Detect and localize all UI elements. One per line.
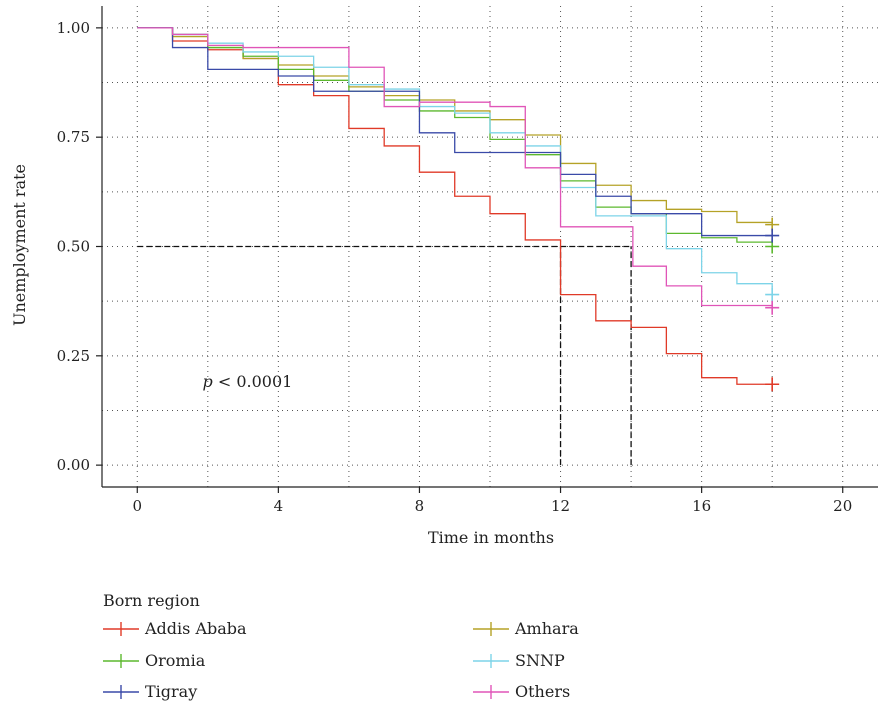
legend-item: Amhara	[473, 619, 579, 638]
p-value-annotation: p < 0.0001	[203, 372, 293, 391]
x-tick-label: 20	[833, 497, 852, 515]
x-tick-label: 0	[132, 497, 142, 515]
legend: Addis Ababa Amhara Oromia SNNP Tigray Others	[103, 619, 579, 701]
series-line	[137, 27, 773, 385]
legend-label: Tigray	[145, 682, 197, 701]
y-tick-label: 0.00	[57, 456, 90, 474]
x-axis-title: Time in months	[428, 528, 554, 547]
legend-item: Others	[473, 682, 570, 701]
legend-item: SNNP	[473, 651, 565, 670]
legend-title: Born region	[103, 591, 200, 610]
y-tick-label: 0.50	[57, 238, 90, 256]
censor-mark	[765, 228, 780, 243]
y-tick-label: 0.25	[57, 347, 90, 365]
legend-item: Addis Ababa	[103, 619, 247, 638]
y-tick-label: 0.75	[57, 128, 90, 146]
censor-mark	[765, 287, 780, 302]
y-axis-title: Unemployment rate	[10, 164, 29, 326]
legend-label: SNNP	[515, 651, 565, 670]
legend-label: Others	[515, 682, 570, 701]
series-group	[137, 27, 780, 392]
legend-label: Amhara	[514, 619, 579, 638]
censor-mark	[765, 300, 780, 315]
series-line	[137, 27, 773, 295]
x-tick-label: 4	[274, 497, 284, 515]
y-tick-label: 1.00	[57, 19, 90, 37]
censor-mark	[765, 377, 780, 392]
x-tick-label: 12	[551, 497, 570, 515]
p-value-text: < 0.0001	[213, 372, 293, 391]
series-line	[137, 27, 773, 308]
p-value-symbol: p	[203, 372, 213, 391]
axes: 0 4 8 12 16 20 0.00 0.25 0.50 0.75 1.00	[57, 6, 878, 515]
legend-item: Oromia	[103, 651, 206, 670]
legend-item: Tigray	[103, 682, 197, 701]
legend-label: Addis Ababa	[144, 619, 247, 638]
series-line	[137, 27, 773, 237]
x-tick-label: 8	[415, 497, 425, 515]
x-tick-label: 16	[692, 497, 711, 515]
legend-label: Oromia	[145, 651, 206, 670]
